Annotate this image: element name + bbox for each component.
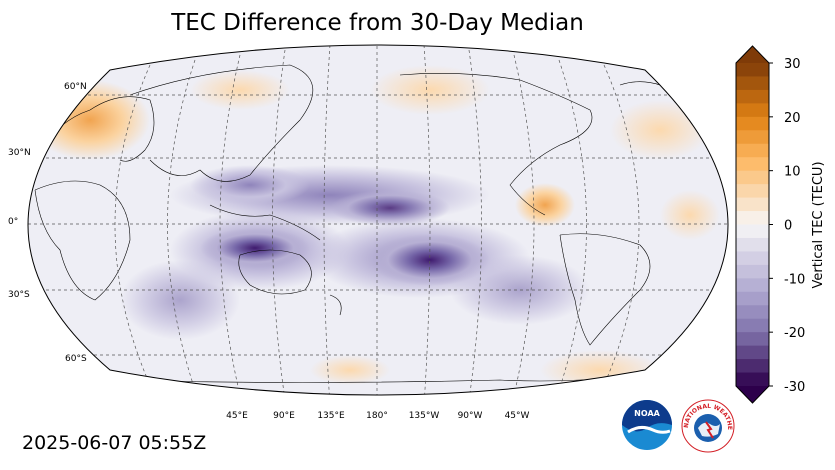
- timestamp: 2025-06-07 05:55Z: [22, 432, 207, 454]
- colorbar-band: [736, 264, 769, 279]
- lat-label-60n: 60°N: [64, 82, 87, 92]
- colorbar-band: [736, 359, 769, 374]
- colorbar-band: [736, 143, 769, 158]
- lon-label-45w: 45°W: [505, 411, 530, 421]
- lat-label-30n: 30°N: [8, 148, 31, 158]
- colorbar-band: [736, 345, 769, 360]
- colorbar-band: [736, 197, 769, 212]
- colorbar-band: [736, 332, 769, 347]
- lon-label-90e: 90°E: [273, 411, 295, 421]
- lon-label-90w: 90°W: [458, 411, 483, 421]
- colorbar-extend-min: [736, 386, 769, 403]
- lon-label-180: 180°: [366, 411, 388, 421]
- page-title: TEC Difference from 30-Day Median: [171, 10, 584, 36]
- lat-label-60s: 60°S: [65, 354, 87, 364]
- colorbar-band: [736, 224, 769, 239]
- graticule: [28, 45, 728, 395]
- lon-label-135w: 135°W: [409, 411, 440, 421]
- colorbar-tick-label: -20: [784, 326, 805, 341]
- colorbar-tick-label: -30: [784, 380, 805, 395]
- colorbar-tick-label: 20: [784, 111, 801, 126]
- lat-label-30s: 30°S: [8, 290, 30, 300]
- lon-label-135e: 135°E: [317, 411, 345, 421]
- colorbar-band: [736, 372, 769, 387]
- colorbar-band: [736, 116, 769, 131]
- lat-label-eq: 0°: [8, 217, 18, 227]
- colorbar-tick-label: 0: [784, 219, 792, 234]
- colorbar-band: [736, 278, 769, 293]
- colorbar-tick-label: 10: [784, 165, 801, 180]
- colorbar-band: [736, 130, 769, 145]
- colorbar-tick-label: -10: [784, 272, 805, 287]
- colorbar-band: [736, 211, 769, 225]
- colorbar: 30 20 10 0 -10 -20 -30: [735, 45, 805, 404]
- colorbar-band: [736, 184, 769, 199]
- colorbar-band: [736, 318, 769, 333]
- colorbar-band: [736, 76, 769, 91]
- colorbar-tick-label: 30: [784, 57, 801, 72]
- colorbar-band: [736, 305, 769, 320]
- noaa-logo: NOAA: [622, 400, 672, 450]
- colorbar-band: [736, 170, 769, 185]
- colorbar-band: [736, 237, 769, 252]
- colorbar-label: Vertical TEC (TECU): [811, 161, 826, 288]
- tec-field: [28, 45, 728, 395]
- colorbar-extend-max: [736, 46, 769, 63]
- colorbar-band: [736, 251, 769, 266]
- lon-label-45e: 45°E: [226, 411, 248, 421]
- colorbar-band: [736, 63, 769, 77]
- noaa-logo-text: NOAA: [634, 409, 660, 418]
- colorbar-band: [736, 89, 769, 104]
- colorbar-band: [736, 103, 769, 118]
- map-outline: [27, 44, 729, 396]
- colorbar-band: [736, 157, 769, 172]
- colorbar-band: [736, 291, 769, 306]
- nws-logo: NATIONAL WEATHER SERVICE: [680, 398, 735, 453]
